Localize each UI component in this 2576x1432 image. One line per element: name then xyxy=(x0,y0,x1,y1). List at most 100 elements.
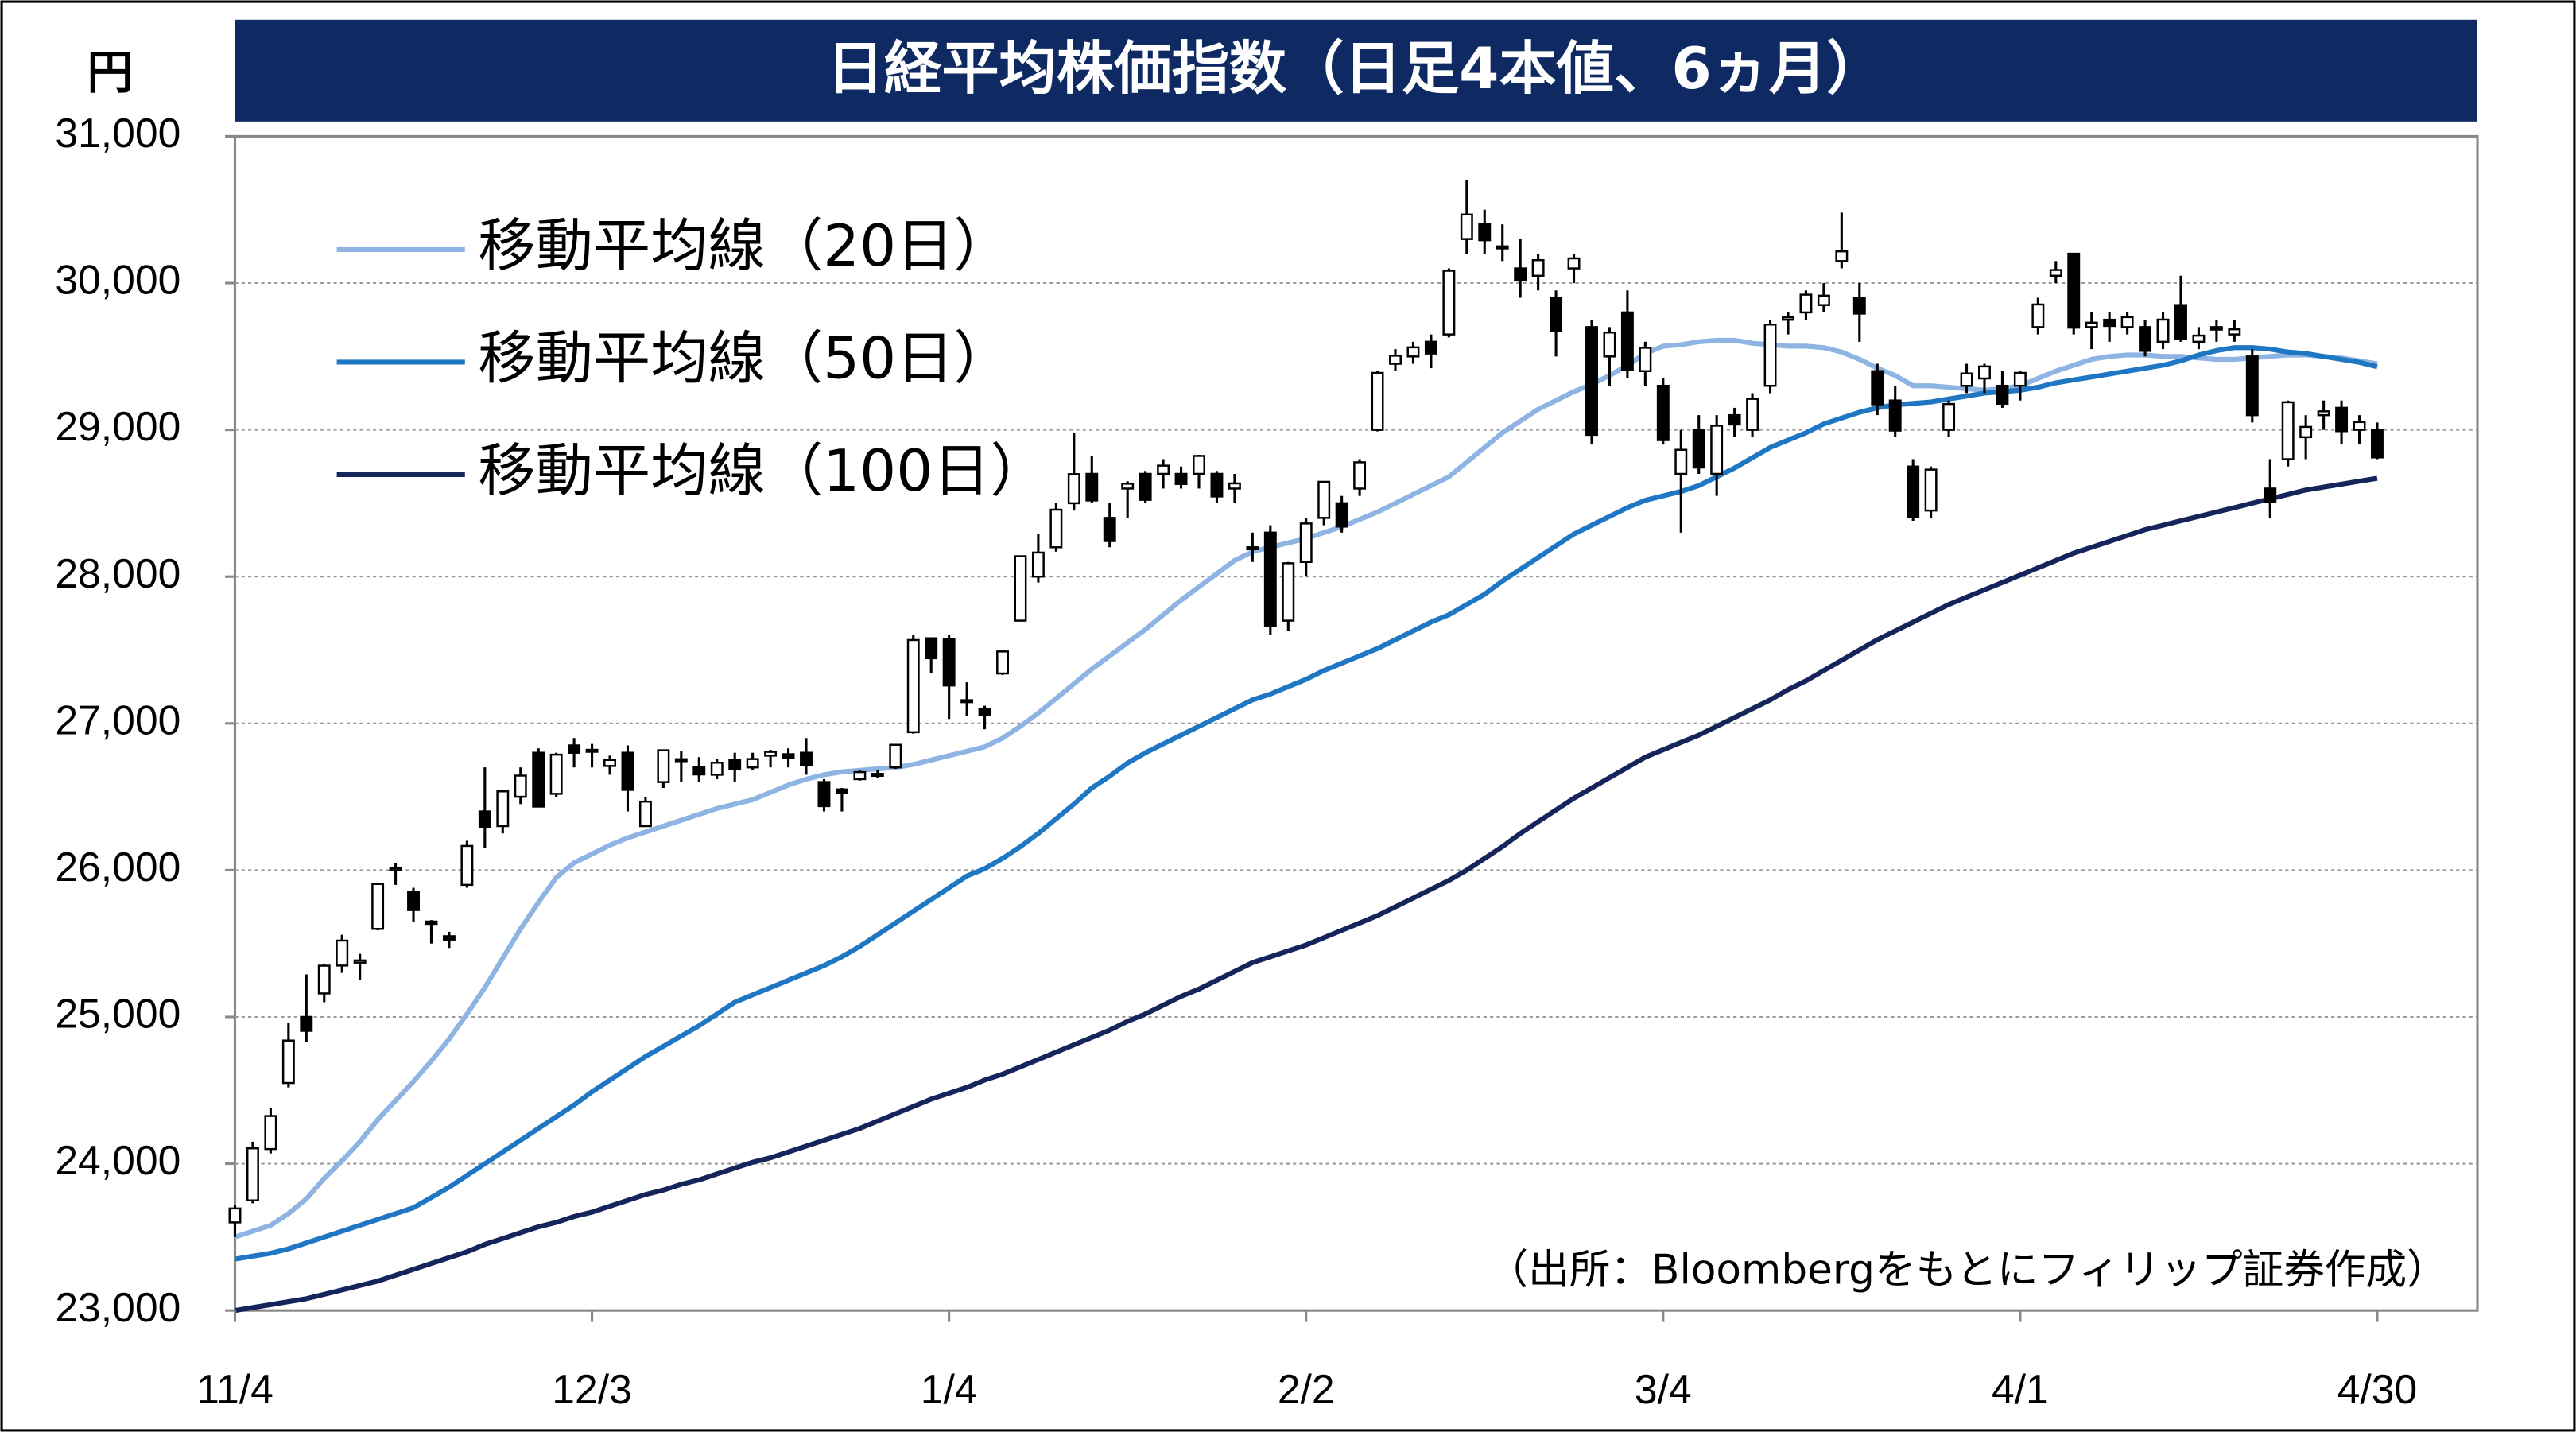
candle-body xyxy=(1193,455,1205,475)
candle-body xyxy=(1406,346,1420,358)
candle-body xyxy=(1603,331,1616,358)
x-tick-label: 12/3 xyxy=(552,1366,632,1412)
candle-body xyxy=(657,749,670,783)
candle-body xyxy=(2371,429,2384,459)
x-tick-label: 11/4 xyxy=(196,1366,274,1412)
candle-body xyxy=(1353,461,1367,490)
candle-body xyxy=(925,637,938,660)
legend-label: 移動平均線（100日） xyxy=(478,438,1048,505)
candle-body xyxy=(2281,401,2295,460)
candle-body xyxy=(317,964,331,995)
candle-body xyxy=(496,790,510,828)
candle-body xyxy=(1371,371,1384,431)
chart-title: 日経平均株価指数（日足4本値、6ヵ月） xyxy=(827,36,1884,103)
candle-body xyxy=(2228,328,2241,336)
y-tick-label: 28,000 xyxy=(55,550,180,596)
title-banner xyxy=(235,19,2478,122)
source-note: （出所：Bloombergをもとにフィリップ証券作成） xyxy=(1488,1247,2448,1294)
candle-body xyxy=(1478,223,1492,242)
candle-body xyxy=(2192,334,2206,343)
candle-body xyxy=(2031,303,2045,328)
candle-body xyxy=(2013,371,2027,387)
candle-body xyxy=(1924,468,1938,512)
candle-body xyxy=(996,650,1009,675)
candle-body xyxy=(1442,270,1456,336)
candle-body xyxy=(1335,502,1348,528)
candle-body xyxy=(1656,384,1670,441)
candle-body xyxy=(1907,465,1920,518)
y-tick-label: 26,000 xyxy=(55,844,180,890)
candle-body xyxy=(1157,464,1170,475)
candle-body xyxy=(2085,321,2098,328)
x-tick-label: 2/2 xyxy=(1278,1366,1335,1412)
candle-body xyxy=(817,781,831,808)
x-tick-label: 4/1 xyxy=(1992,1366,2049,1412)
candle-body xyxy=(532,751,545,808)
candle-body xyxy=(871,773,884,778)
candle-body xyxy=(353,959,367,964)
candle-body xyxy=(2067,252,2081,329)
candle-body xyxy=(889,743,902,769)
candle-body xyxy=(2049,269,2062,277)
candle-body xyxy=(1210,472,1224,498)
candle-body xyxy=(371,883,385,930)
candle-body xyxy=(336,939,349,967)
candle-body xyxy=(2103,318,2116,328)
candle-body xyxy=(1049,508,1063,549)
candle-body xyxy=(710,762,724,776)
candle-body xyxy=(2264,487,2277,503)
candle-body xyxy=(1692,429,1705,469)
candle-body xyxy=(1835,250,1849,262)
y-tick-label: 30,000 xyxy=(55,257,180,303)
candle-body xyxy=(1888,399,1902,432)
candle-body xyxy=(2335,406,2349,433)
candle-body xyxy=(2245,355,2259,417)
candle-body xyxy=(1817,294,1830,306)
candle-body xyxy=(1620,311,1634,371)
y-tick-label: 27,000 xyxy=(55,697,180,743)
candle-body xyxy=(1014,555,1027,622)
candle-body xyxy=(1139,472,1152,501)
candle-body xyxy=(1550,297,1563,332)
candle-body xyxy=(1960,372,1973,387)
candle-body xyxy=(2139,326,2152,352)
moving-average-line xyxy=(234,475,2378,1314)
candle-body xyxy=(442,935,456,941)
candle-body xyxy=(407,891,420,911)
candle-body xyxy=(264,1115,277,1151)
candle-body xyxy=(2156,318,2170,343)
y-tick-label: 23,000 xyxy=(55,1284,180,1330)
y-tick-label: 31,000 xyxy=(55,110,180,156)
candle-body xyxy=(674,758,688,763)
candle-body xyxy=(960,699,974,704)
candle-body xyxy=(2353,421,2366,431)
candle-body xyxy=(978,708,991,716)
candle-body xyxy=(1282,562,1295,622)
candle-body xyxy=(1531,258,1545,277)
candle-body xyxy=(1228,482,1241,490)
legend-label: 移動平均線（50日） xyxy=(478,325,1011,392)
candle-body xyxy=(1799,293,1813,314)
candle-body xyxy=(1514,267,1527,282)
x-tick-label: 1/4 xyxy=(921,1366,978,1412)
candle-body xyxy=(425,920,438,926)
candle-body xyxy=(281,1039,295,1085)
candle-body xyxy=(2317,410,2330,417)
candle-body xyxy=(906,638,920,734)
candle-body xyxy=(942,638,956,687)
candle-body xyxy=(692,766,706,776)
candle-body xyxy=(1085,472,1099,502)
candle-body xyxy=(1871,370,1884,406)
candle-body xyxy=(835,788,848,794)
candle-body xyxy=(2174,304,2187,340)
legend-label: 移動平均線（20日） xyxy=(478,213,1011,280)
candle-body xyxy=(746,758,759,769)
candle-body xyxy=(2299,425,2313,439)
candle-body xyxy=(1710,425,1724,475)
candle-body xyxy=(389,867,402,871)
y-tick-label: 25,000 xyxy=(55,991,180,1037)
candle-body xyxy=(1031,551,1045,578)
candle-body xyxy=(1728,413,1741,426)
